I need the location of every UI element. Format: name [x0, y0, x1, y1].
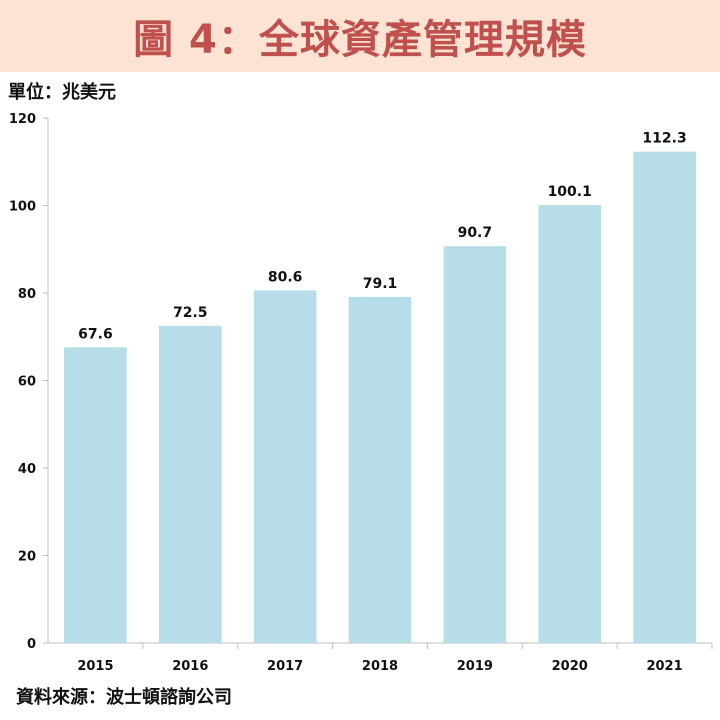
x-tick-label: 2015 — [77, 659, 113, 674]
data-label: 67.6 — [78, 326, 113, 342]
data-label: 72.5 — [173, 305, 208, 321]
data-label: 112.3 — [642, 131, 686, 147]
x-tick-label: 2016 — [172, 659, 208, 674]
bar — [443, 246, 507, 643]
bar — [158, 325, 222, 643]
y-tick-label: 0 — [27, 637, 36, 652]
x-tick-label: 2020 — [552, 659, 588, 674]
title-band: 圖 4：全球資產管理規模 — [0, 0, 720, 72]
data-label: 90.7 — [458, 225, 493, 241]
bar — [633, 151, 696, 643]
source-note: 資料來源：波士頓諮詢公司 — [16, 687, 232, 708]
y-tick-label: 40 — [18, 462, 36, 477]
data-label: 100.1 — [548, 184, 592, 200]
y-tick-label: 20 — [18, 550, 36, 565]
y-tick-label: 100 — [9, 200, 36, 215]
data-label: 80.6 — [268, 269, 303, 285]
bar — [253, 290, 317, 643]
chart-title: 圖 4：全球資產管理規模 — [133, 17, 587, 63]
x-tick-label: 2018 — [362, 659, 398, 674]
bar — [538, 205, 602, 643]
x-tick-label: 2017 — [267, 659, 303, 674]
data-label: 79.1 — [363, 276, 398, 292]
y-tick-label: 60 — [18, 375, 36, 390]
x-tick-label: 2021 — [646, 659, 682, 674]
bar — [348, 296, 412, 643]
y-tick-label: 80 — [18, 287, 36, 302]
x-tick-label: 2019 — [457, 659, 493, 674]
bar — [64, 347, 127, 643]
y-tick-label: 120 — [9, 112, 36, 127]
unit-label: 單位：兆美元 — [8, 82, 116, 103]
